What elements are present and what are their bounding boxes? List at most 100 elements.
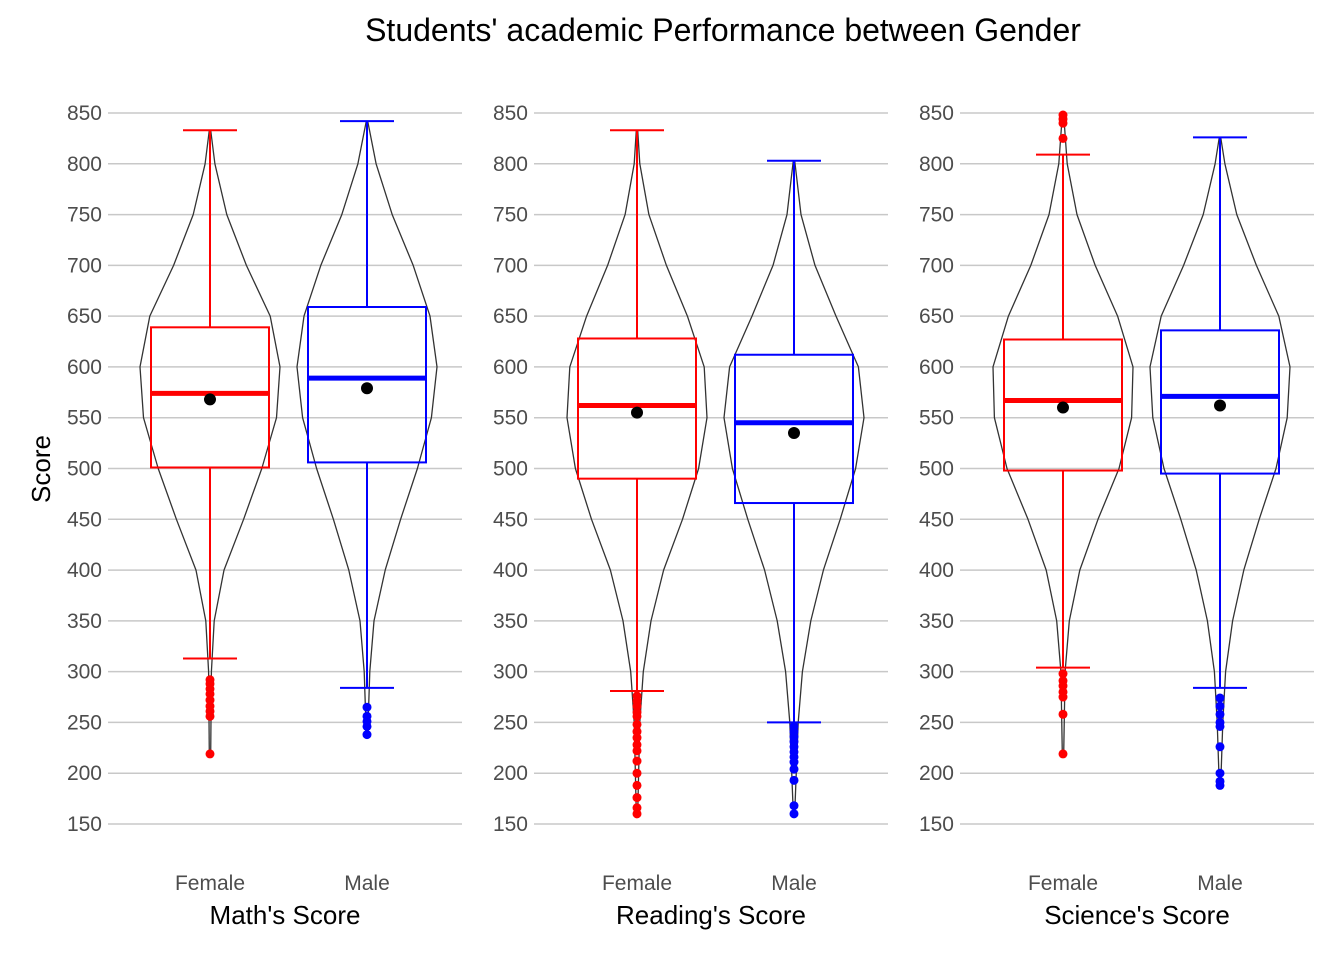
- mean-point: [788, 426, 800, 439]
- panel-3: 150 200 250 300 350 400 450 500 550 600 650 700 750 8…: [919, 102, 1314, 930]
- y-tick-label: 250: [919, 711, 954, 734]
- iqr-box: [577, 337, 697, 480]
- outlier-point: [632, 719, 642, 729]
- x-tick-label: Female: [175, 872, 245, 895]
- y-tick-label: 300: [67, 661, 102, 684]
- group-male: [1149, 136, 1291, 790]
- y-tick-label: 650: [493, 305, 528, 328]
- y-tick-label: 500: [919, 458, 954, 481]
- outlier-point: [1215, 709, 1225, 719]
- iqr-box: [1160, 329, 1280, 475]
- group-female: [139, 129, 281, 759]
- y-tick-label: 250: [493, 711, 528, 734]
- outlier-point: [632, 768, 642, 778]
- outlier-point: [1215, 721, 1225, 731]
- y-tick-label: 350: [919, 610, 954, 633]
- outlier-point: [362, 721, 372, 731]
- x-tick-label: Female: [602, 872, 672, 895]
- y-tick-label: 450: [919, 508, 954, 531]
- y-tick-label: 450: [67, 508, 102, 531]
- outlier-point: [789, 801, 799, 811]
- outlier-point: [632, 733, 642, 743]
- y-tick-label: 400: [67, 559, 102, 582]
- y-tick-label: 700: [493, 254, 528, 277]
- outlier-point: [789, 775, 799, 785]
- iqr-box: [307, 306, 427, 464]
- y-tick-label: 250: [67, 711, 102, 734]
- outlier-point: [632, 793, 642, 803]
- y-tick-label: 750: [919, 204, 954, 227]
- y-tick-label: 700: [67, 254, 102, 277]
- y-tick-label: 200: [493, 762, 528, 785]
- y-tick-label: 200: [67, 762, 102, 785]
- y-tick-label: 600: [67, 356, 102, 379]
- group-female: [992, 110, 1134, 759]
- outlier-point: [632, 780, 642, 790]
- y-tick-label: 600: [493, 356, 528, 379]
- outlier-point: [632, 756, 642, 766]
- mean-point: [631, 406, 643, 419]
- panel-1: 150 200 250 300 350 400 450 500 550 600 650 700 750 8…: [67, 102, 462, 930]
- outlier-point: [789, 764, 799, 774]
- y-axis-title: Score: [26, 435, 56, 503]
- y-tick-label: 500: [493, 458, 528, 481]
- x-axis-title: Reading's Score: [616, 900, 806, 930]
- mean-point: [1214, 399, 1226, 412]
- x-tick-label: Male: [1197, 872, 1243, 895]
- y-tick-label: 550: [919, 407, 954, 430]
- mean-point: [1057, 401, 1069, 414]
- x-tick-label: Female: [1028, 872, 1098, 895]
- outlier-point: [1058, 669, 1068, 679]
- outlier-point: [1058, 118, 1068, 128]
- x-axis-title: Math's Score: [210, 900, 361, 930]
- outlier-point: [205, 749, 215, 759]
- y-tick-label: 750: [493, 204, 528, 227]
- y-tick-label: 550: [493, 407, 528, 430]
- outlier-point: [632, 711, 642, 721]
- outlier-point: [1058, 133, 1068, 143]
- y-tick-label: 750: [67, 204, 102, 227]
- iqr-box: [150, 326, 270, 469]
- chart-title: Students' academic Performance between G…: [365, 12, 1081, 48]
- y-tick-label: 850: [67, 102, 102, 125]
- outlier-point: [1058, 749, 1068, 759]
- y-tick-label: 300: [493, 661, 528, 684]
- x-axis-title: Science's Score: [1044, 900, 1230, 930]
- x-tick-label: Male: [344, 872, 390, 895]
- y-tick-label: 400: [493, 559, 528, 582]
- y-tick-label: 350: [493, 610, 528, 633]
- outlier-point: [205, 711, 215, 721]
- y-tick-label: 550: [67, 407, 102, 430]
- chart-panels: 150 200 250 300 350 400 450 500 550 600 650 700 750 8…: [67, 102, 1314, 930]
- outlier-point: [789, 809, 799, 819]
- outlier-point: [1215, 780, 1225, 790]
- y-tick-label: 850: [493, 102, 528, 125]
- group-male: [296, 120, 438, 740]
- outlier-point: [1058, 692, 1068, 702]
- outlier-point: [362, 702, 372, 712]
- y-tick-label: 150: [919, 813, 954, 836]
- y-tick-label: 150: [493, 813, 528, 836]
- y-tick-label: 300: [919, 661, 954, 684]
- y-tick-label: 800: [493, 153, 528, 176]
- panel-2: 150 200 250 300 350 400 450 500 550 600 650 700 750 8…: [493, 102, 888, 930]
- outlier-point: [789, 757, 799, 767]
- outlier-point: [1215, 693, 1225, 703]
- mean-point: [204, 393, 216, 406]
- y-tick-label: 500: [67, 458, 102, 481]
- group-female: [566, 129, 708, 819]
- y-tick-label: 650: [67, 305, 102, 328]
- y-tick-label: 400: [919, 559, 954, 582]
- y-tick-label: 600: [919, 356, 954, 379]
- outlier-point: [632, 809, 642, 819]
- y-tick-label: 150: [67, 813, 102, 836]
- mean-point: [361, 382, 373, 395]
- y-tick-label: 850: [919, 102, 954, 125]
- iqr-box: [734, 353, 854, 505]
- y-tick-label: 200: [919, 762, 954, 785]
- outlier-point: [1215, 701, 1225, 711]
- y-tick-label: 450: [493, 508, 528, 531]
- outlier-point: [1215, 768, 1225, 778]
- outlier-point: [1058, 709, 1068, 719]
- outlier-point: [632, 746, 642, 756]
